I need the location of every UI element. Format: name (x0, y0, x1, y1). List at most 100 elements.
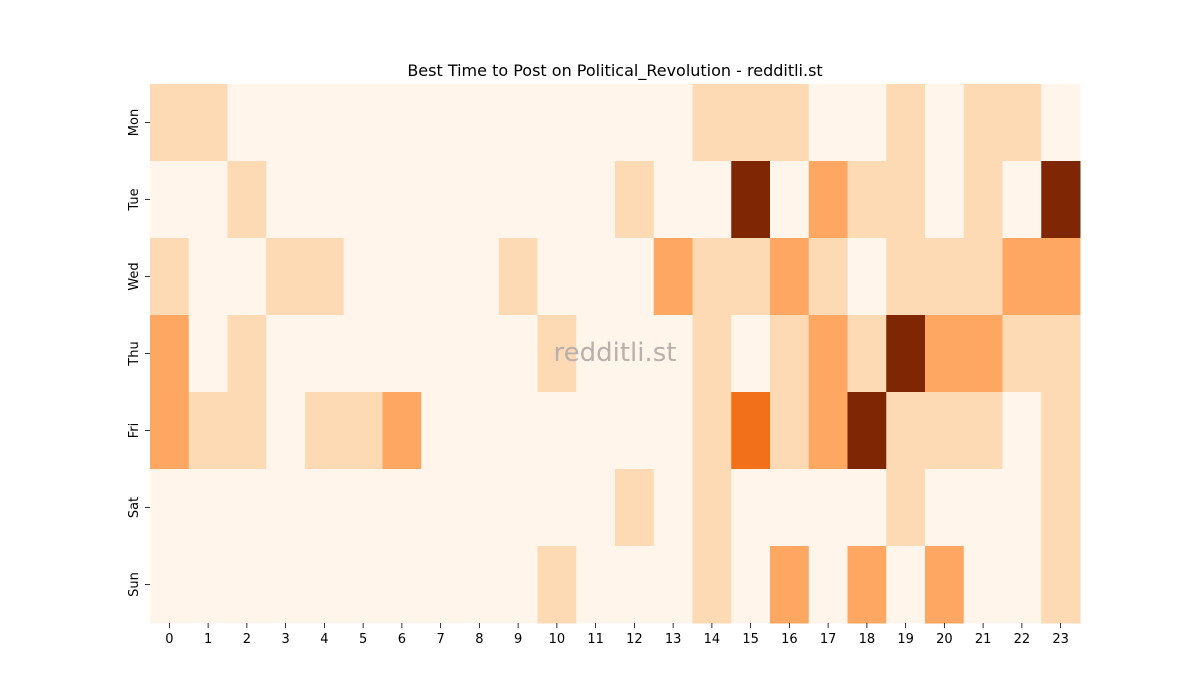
heatmap-cell-mon-18 (847, 84, 887, 162)
heatmap-cell-wed-5 (343, 238, 383, 316)
heatmap-cell-mon-2 (227, 84, 267, 162)
heatmap-cell-sun-15 (731, 546, 771, 624)
heatmap-cell-fri-9 (498, 392, 538, 470)
heatmap-cell-tue-1 (188, 161, 228, 239)
heatmap-cell-sat-3 (266, 469, 306, 547)
x-tick-label: 6 (398, 632, 406, 647)
heatmap-cell-mon-0 (150, 84, 190, 162)
heatmap-cell-tue-23 (1041, 161, 1081, 239)
heatmap-cell-tue-12 (615, 161, 655, 239)
x-tick-label: 4 (320, 632, 328, 647)
heatmap-cell-wed-12 (615, 238, 655, 316)
heatmap-cell-tue-13 (653, 161, 693, 239)
heatmap-cell-tue-6 (382, 161, 422, 239)
x-tick-label: 23 (1052, 632, 1069, 647)
heatmap-cell-sun-7 (421, 546, 461, 624)
heatmap-cell-wed-16 (770, 238, 810, 316)
heatmap-cell-fri-22 (1002, 392, 1042, 470)
heatmap-cell-mon-11 (576, 84, 616, 162)
heatmap-cell-sun-21 (963, 546, 1003, 624)
y-tick-label: Wed (127, 262, 142, 290)
heatmap-cell-tue-18 (847, 161, 887, 239)
x-tick-label: 13 (665, 632, 682, 647)
heatmap-cell-sun-13 (653, 546, 693, 624)
heatmap-cell-sat-14 (692, 469, 732, 547)
chart-title: Best Time to Post on Political_Revolutio… (407, 61, 822, 81)
heatmap-cell-thu-14 (692, 315, 732, 393)
heatmap-cell-mon-4 (305, 84, 345, 162)
heatmap-cell-sat-19 (886, 469, 926, 547)
heatmap-cell-fri-21 (963, 392, 1003, 470)
heatmap-cell-fri-4 (305, 392, 345, 470)
heatmap-cell-sun-17 (808, 546, 848, 624)
heatmap-cells (150, 84, 1081, 624)
heatmap-cell-wed-13 (653, 238, 693, 316)
heatmap-cell-sat-20 (925, 469, 965, 547)
heatmap-cell-fri-16 (770, 392, 810, 470)
heatmap-cell-thu-0 (150, 315, 190, 393)
heatmap-cell-mon-13 (653, 84, 693, 162)
heatmap-cell-thu-8 (460, 315, 500, 393)
heatmap-cell-thu-23 (1041, 315, 1081, 393)
heatmap-cell-sat-2 (227, 469, 267, 547)
heatmap-cell-thu-5 (343, 315, 383, 393)
heatmap-cell-sat-16 (770, 469, 810, 547)
heatmap-cell-fri-19 (886, 392, 926, 470)
heatmap-cell-fri-12 (615, 392, 655, 470)
heatmap-cell-mon-14 (692, 84, 732, 162)
heatmap-cell-wed-19 (886, 238, 926, 316)
heatmap-cell-sat-18 (847, 469, 887, 547)
heatmap-cell-wed-8 (460, 238, 500, 316)
heatmap-cell-mon-15 (731, 84, 771, 162)
heatmap-cell-sat-4 (305, 469, 345, 547)
heatmap-cell-thu-15 (731, 315, 771, 393)
heatmap-cell-mon-1 (188, 84, 228, 162)
heatmap-cell-sun-2 (227, 546, 267, 624)
heatmap-cell-mon-7 (421, 84, 461, 162)
y-axis: Mon Tue Wed Thu Fri Sat Sun (127, 109, 150, 597)
heatmap-cell-wed-18 (847, 238, 887, 316)
heatmap-cell-mon-9 (498, 84, 538, 162)
heatmap-cell-thu-10 (537, 315, 577, 393)
x-tick-label: 8 (475, 632, 483, 647)
x-tick-label: 19 (897, 632, 914, 647)
heatmap-cell-fri-10 (537, 392, 577, 470)
x-tick-label: 12 (626, 632, 643, 647)
heatmap-cell-thu-2 (227, 315, 267, 393)
heatmap-cell-mon-5 (343, 84, 383, 162)
heatmap-cell-thu-9 (498, 315, 538, 393)
heatmap-cell-sat-7 (421, 469, 461, 547)
x-tick-label: 0 (165, 632, 173, 647)
heatmap-cell-sat-23 (1041, 469, 1081, 547)
heatmap-cell-thu-12 (615, 315, 655, 393)
heatmap-cell-mon-21 (963, 84, 1003, 162)
heatmap-cell-sun-19 (886, 546, 926, 624)
heatmap-cell-mon-10 (537, 84, 577, 162)
heatmap-cell-thu-17 (808, 315, 848, 393)
heatmap-cell-sat-17 (808, 469, 848, 547)
x-tick-label: 5 (359, 632, 367, 647)
heatmap-cell-tue-2 (227, 161, 267, 239)
heatmap-cell-wed-23 (1041, 238, 1081, 316)
heatmap-cell-wed-6 (382, 238, 422, 316)
heatmap-cell-fri-8 (460, 392, 500, 470)
heatmap-cell-fri-5 (343, 392, 383, 470)
heatmap-cell-sun-6 (382, 546, 422, 624)
heatmap-cell-mon-16 (770, 84, 810, 162)
heatmap-cell-tue-5 (343, 161, 383, 239)
heatmap-cell-wed-15 (731, 238, 771, 316)
heatmap-cell-fri-17 (808, 392, 848, 470)
heatmap-cell-fri-18 (847, 392, 887, 470)
heatmap-cell-thu-20 (925, 315, 965, 393)
heatmap-cell-sun-22 (1002, 546, 1042, 624)
heatmap-cell-sun-5 (343, 546, 383, 624)
heatmap-cell-fri-23 (1041, 392, 1081, 470)
heatmap-cell-sun-14 (692, 546, 732, 624)
heatmap-cell-sat-21 (963, 469, 1003, 547)
heatmap-cell-sun-16 (770, 546, 810, 624)
heatmap-cell-wed-14 (692, 238, 732, 316)
y-tick-label: Fri (127, 423, 142, 439)
heatmap-cell-sun-23 (1041, 546, 1081, 624)
heatmap-cell-thu-6 (382, 315, 422, 393)
